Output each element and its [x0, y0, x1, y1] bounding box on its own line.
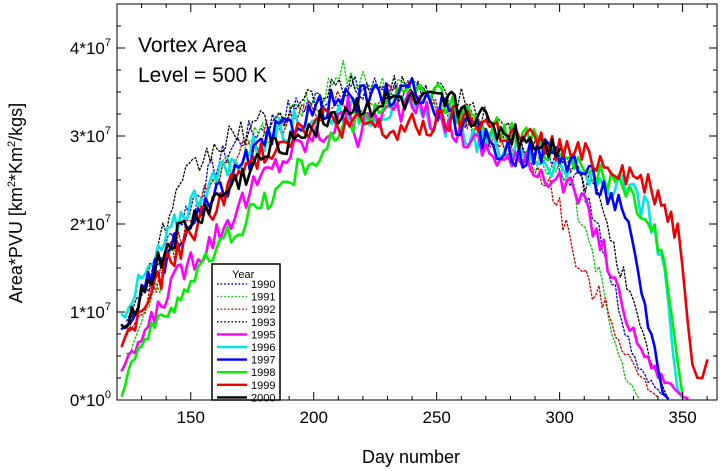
legend-label-1995: 1995 [251, 329, 275, 341]
y-axis-title-base: Area*PVU [km [6, 187, 26, 303]
series-line-2000 [120, 90, 561, 330]
annotation-level: Level = 500 K [138, 64, 267, 87]
legend-title: Year [232, 269, 255, 281]
y-tick-label: 3*107 [70, 125, 111, 146]
legend-label-1991: 1991 [251, 292, 275, 304]
y-axis-title-sup1: 2 [6, 181, 18, 187]
series-line-1995 [120, 90, 689, 400]
y-axis-title-mid: *Km [6, 147, 26, 181]
x-ticks: 150 200 250 300 350 [116, 4, 708, 427]
legend-box [211, 263, 281, 401]
x-tick-label: 350 [668, 408, 696, 427]
series-layer [120, 59, 709, 400]
x-tick-label: 150 [177, 408, 205, 427]
y-axis-title-end: /kgs] [6, 103, 26, 141]
x-tick-label: 250 [422, 408, 450, 427]
x-tick-label: 200 [300, 408, 328, 427]
legend-label-1993: 1993 [251, 317, 275, 329]
series-line-1997 [120, 77, 670, 400]
y-tick-label: 0*100 [70, 389, 111, 410]
legend-label-1990: 1990 [251, 279, 275, 291]
x-axis-title: Day number [362, 447, 460, 467]
series-line-1999 [120, 103, 709, 380]
legend: Year 19901991199219931995199619971998199… [211, 263, 281, 404]
legend-label-1998: 1998 [251, 367, 275, 379]
y-axis-title: Area*PVU [km2*Km2/kgs] [6, 103, 26, 303]
y-axis-title-sup2: 2 [6, 141, 18, 147]
legend-label-1992: 1992 [251, 304, 275, 316]
legend-label-1997: 1997 [251, 355, 275, 367]
legend-label-2000: 2000 [251, 392, 275, 404]
legend-label-1999: 1999 [251, 380, 275, 392]
y-tick-label: 2*107 [70, 213, 111, 234]
annotation-title: Vortex Area [138, 34, 247, 57]
y-tick-label: 4*107 [70, 37, 111, 58]
x-tick-label: 300 [545, 408, 573, 427]
y-tick-label: 1*107 [70, 301, 111, 322]
legend-label-1996: 1996 [251, 342, 275, 354]
y-ticks: 0*100 1*107 2*107 3*107 4*107 [70, 3, 717, 410]
